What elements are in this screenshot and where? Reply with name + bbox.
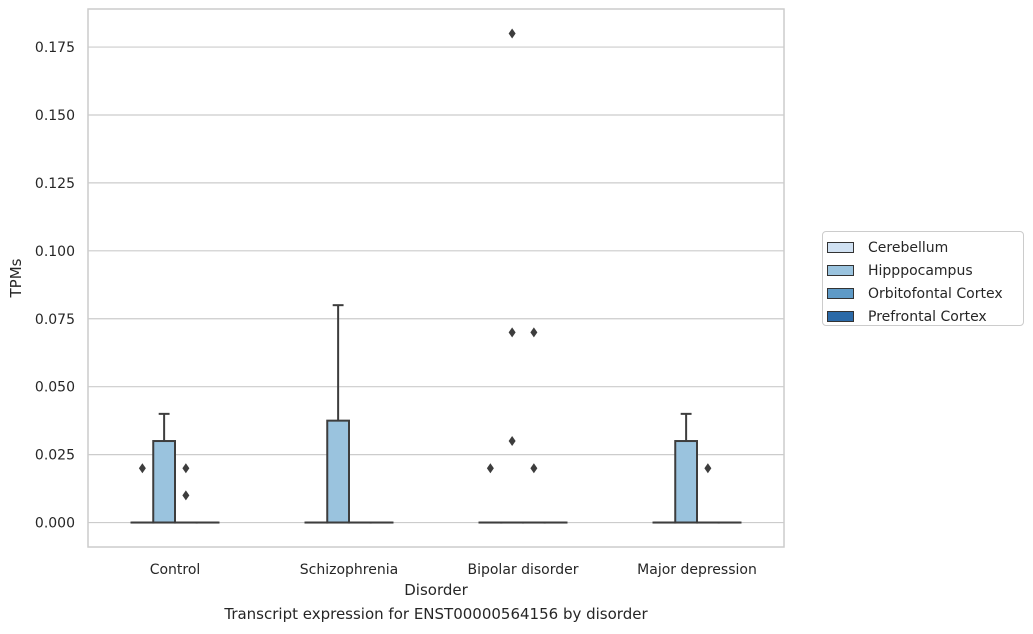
y-tick-label: 0.100 [35,244,75,260]
y-tick-label: 0.150 [35,108,75,124]
x-tick-labels: Control Schizophrenia Bipolar disorder Majo… [150,562,757,578]
y-tick-label: 0.025 [35,448,75,464]
legend: Cerebellum Hipppocampus Orbitofontal Cor… [822,231,1024,326]
outlier-point [508,327,516,338]
x-tick-label: Major depression [637,562,757,578]
outlier-point [530,463,538,474]
y-tick-labels: 0.000 0.025 0.050 0.075 0.100 0.125 0.150 0.175 [35,40,75,532]
legend-label: Cerebellum [868,239,949,256]
y-tick-label: 0.175 [35,40,75,56]
x-tick-label: Control [150,562,201,578]
legend-item-cerebellum: Cerebellum [827,236,1023,259]
y-tick-label: 0.125 [35,176,75,192]
outlier-point [486,463,494,474]
outlier-point [508,436,516,447]
x-tick-label: Schizophrenia [300,562,398,578]
y-axis-label: TPMs [7,258,25,298]
outlier-point [508,28,516,39]
legend-swatch [827,288,854,299]
box-series [130,28,742,524]
x-axis-label: Disorder [404,581,468,599]
y-tick-label: 0.075 [35,312,75,328]
outlier-point [530,327,538,338]
outlier-point [138,463,146,474]
legend-label: Prefrontal Cortex [868,308,987,325]
legend-swatch [827,311,854,322]
box [152,440,176,524]
outlier-point [182,490,190,501]
legend-swatch [827,242,854,253]
box [674,440,698,524]
legend-item-hippocampus: Hipppocampus [827,259,1023,282]
outlier-point [704,463,712,474]
legend-item-orbitofrontal-cortex: Orbitofontal Cortex [827,282,1023,305]
x-tick-label: Bipolar disorder [467,562,578,578]
chart-caption: Transcript expression for ENST0000056415… [224,605,648,623]
box [326,419,350,524]
legend-item-prefrontal-cortex: Prefrontal Cortex [827,305,1023,328]
y-tick-label: 0.050 [35,380,75,396]
legend-label: Hipppocampus [868,262,973,279]
plot-area [87,8,785,548]
outlier-point [182,463,190,474]
legend-swatch [827,265,854,276]
legend-label: Orbitofontal Cortex [868,285,1003,302]
y-tick-label: 0.000 [35,516,75,532]
